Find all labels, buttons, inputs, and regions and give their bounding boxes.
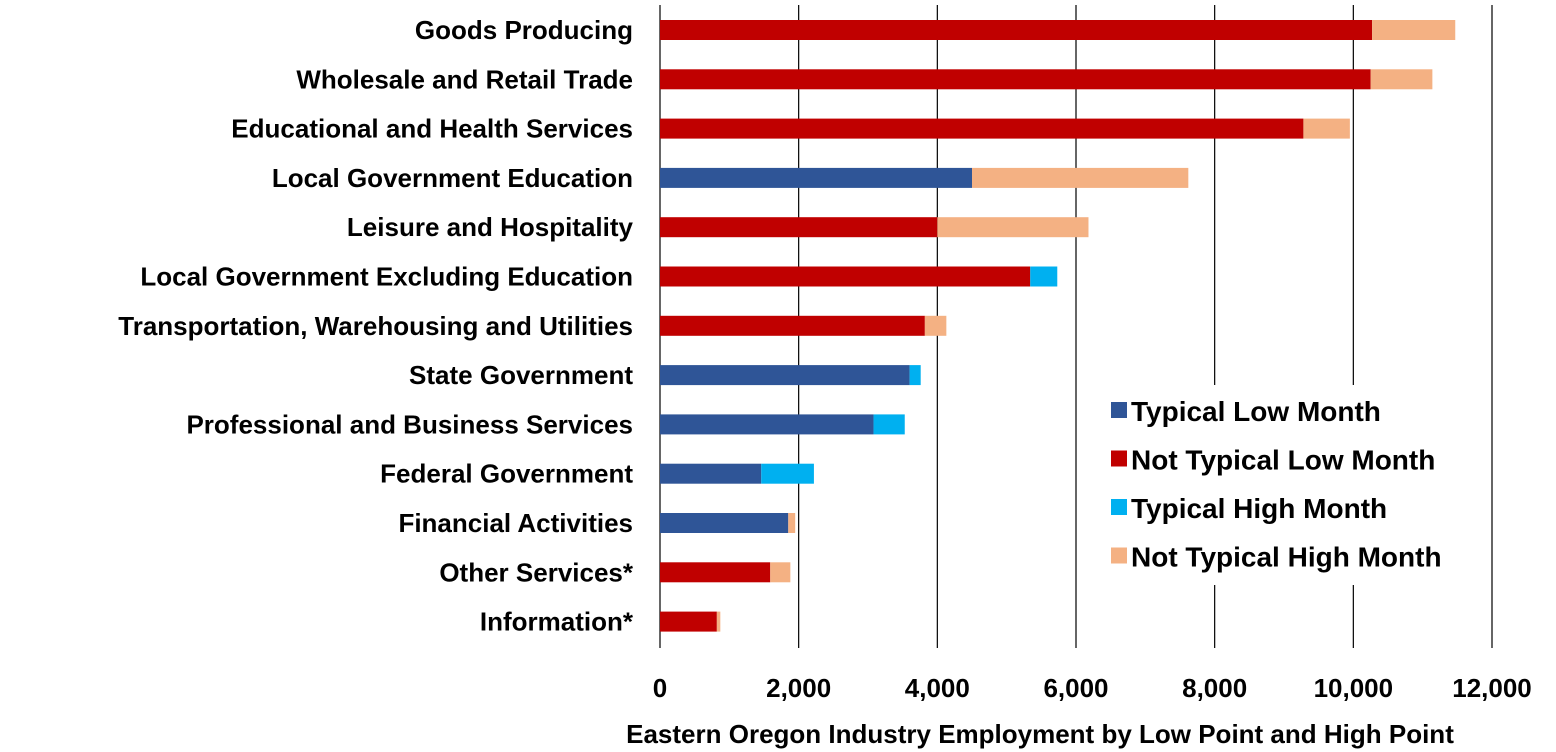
legend-swatch xyxy=(1111,402,1127,418)
bar-low-segment xyxy=(660,167,972,188)
category-label: Financial Activities xyxy=(398,508,633,538)
bar-high-segment xyxy=(937,217,1089,238)
bar-low-segment xyxy=(660,118,1304,139)
bar-high-segment xyxy=(1370,69,1433,90)
bar-high-segment xyxy=(1030,266,1058,287)
x-tick-label: 12,000 xyxy=(1452,673,1532,703)
category-label: Federal Government xyxy=(380,459,633,489)
bar-low-segment xyxy=(660,217,938,238)
bar-high-segment xyxy=(972,167,1189,188)
category-label: State Government xyxy=(409,360,633,390)
category-label: Other Services* xyxy=(439,557,634,587)
category-label: Local Government Education xyxy=(272,163,633,193)
bar-low-segment xyxy=(660,513,789,533)
bar-high-segment xyxy=(770,562,791,583)
x-axis-title: Eastern Oregon Industry Employment by Lo… xyxy=(626,719,1454,749)
bar-low-segment xyxy=(660,266,1031,287)
category-label: Local Government Excluding Education xyxy=(140,262,633,292)
legend-swatch xyxy=(1111,547,1127,564)
category-labels: Goods Producing Wholesale and Retail Trad… xyxy=(118,15,634,637)
category-label: Information* xyxy=(480,607,634,637)
x-tick-label: 4,000 xyxy=(905,673,970,703)
bar-low-segment xyxy=(660,20,1373,40)
bar-high-segment xyxy=(1303,118,1350,139)
x-tick-label: 2,000 xyxy=(766,673,831,703)
category-label: Transportation, Warehousing and Utilitie… xyxy=(118,311,633,341)
legend-label: Not Typical High Month xyxy=(1131,542,1442,573)
legend-swatch xyxy=(1111,499,1127,515)
x-tick-label: 0 xyxy=(653,673,667,703)
bar-high-segment xyxy=(924,315,947,336)
bar-high-segment xyxy=(873,414,905,435)
x-tick-label: 10,000 xyxy=(1314,673,1394,703)
bars xyxy=(660,20,1456,632)
bar-high-segment xyxy=(788,513,796,533)
legend-swatch xyxy=(1111,450,1127,467)
category-label: Professional and Business Services xyxy=(186,409,633,439)
bar-high-segment xyxy=(761,463,814,484)
legend-background xyxy=(1098,385,1490,585)
bar-low-segment xyxy=(660,69,1371,90)
legend-label: Typical High Month xyxy=(1131,493,1387,524)
bar-low-segment xyxy=(660,463,762,484)
legend-label: Not Typical Low Month xyxy=(1131,445,1435,476)
bar-low-segment xyxy=(660,562,771,583)
legend: Typical Low Month Not Typical Low Month Ty… xyxy=(1098,385,1490,585)
bar-low-segment xyxy=(660,365,910,386)
bar-low-segment xyxy=(660,414,874,435)
category-label: Goods Producing xyxy=(415,15,633,45)
bar-high-segment xyxy=(1372,20,1456,40)
bar-high-segment xyxy=(909,365,921,386)
x-tick-label: 6,000 xyxy=(1043,673,1108,703)
x-axis-ticks: 0 2,000 4,000 6,000 8,000 10,000 12,000 xyxy=(653,673,1532,703)
bar-low-segment xyxy=(660,611,717,632)
x-tick-label: 8,000 xyxy=(1182,673,1247,703)
bar-high-segment xyxy=(716,611,721,632)
legend-label: Typical Low Month xyxy=(1131,396,1381,427)
bar-low-segment xyxy=(660,315,925,336)
category-label: Leisure and Hospitality xyxy=(347,212,634,242)
category-label: Wholesale and Retail Trade xyxy=(296,64,633,94)
category-label: Educational and Health Services xyxy=(231,114,633,144)
